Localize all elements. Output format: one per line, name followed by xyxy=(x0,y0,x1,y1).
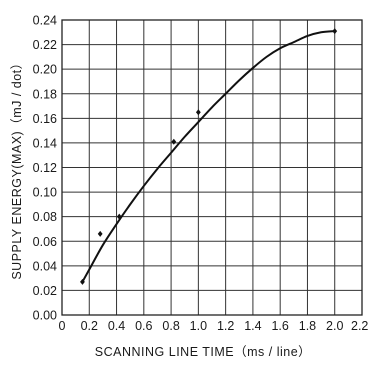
fitted-curve xyxy=(81,30,335,283)
x-tick-label: 0 xyxy=(59,319,66,333)
curve-layer xyxy=(81,30,335,283)
y-tick-label: 0.20 xyxy=(33,63,57,77)
points-layer xyxy=(80,28,338,285)
y-tick-label: 0.14 xyxy=(33,136,57,150)
data-point xyxy=(195,109,201,116)
x-tick-label: 0.6 xyxy=(135,319,152,333)
x-axis-title: SCANNING LINE TIME（ms / line） xyxy=(95,345,311,359)
data-point xyxy=(80,278,85,285)
y-tick-label: 0.22 xyxy=(33,38,57,52)
x-tick-label: 1.6 xyxy=(271,319,288,333)
data-point xyxy=(332,28,338,35)
y-tick-label: 0.12 xyxy=(33,161,57,175)
x-tick-label: 0.2 xyxy=(81,319,98,333)
y-tick-label: 0.00 xyxy=(33,309,57,323)
data-point xyxy=(97,230,103,237)
y-tick-label: 0.08 xyxy=(33,210,57,224)
x-tick-labels: 0 0.2 0.4 0.6 0.8 1.0 1.2 1.4 1.6 1.8 2.0 2.2 xyxy=(59,319,369,333)
y-tick-label: 0.24 xyxy=(33,14,57,28)
y-tick-label: 0.04 xyxy=(33,259,57,273)
y-tick-label: 0.16 xyxy=(33,112,57,126)
x-tick-label: 2.2 xyxy=(351,319,368,333)
data-point xyxy=(171,138,177,145)
x-tick-label: 0.8 xyxy=(162,319,179,333)
y-tick-labels: 0.00 0.02 0.04 0.06 0.08 0.10 0.12 0.14 0.16 0.18… xyxy=(33,14,57,323)
x-tick-label: 2.0 xyxy=(326,319,343,333)
x-tick-label: 1.4 xyxy=(244,319,261,333)
x-tick-label: 1.0 xyxy=(190,319,207,333)
x-tick-label: 0.4 xyxy=(108,319,125,333)
grid xyxy=(61,19,363,316)
y-tick-label: 0.10 xyxy=(33,186,57,200)
y-axis-title: SUPPLY ENERGY(MAX)（mJ / dot） xyxy=(10,56,24,279)
x-tick-label: 1.2 xyxy=(217,319,234,333)
data-point xyxy=(116,213,122,220)
plot-frame xyxy=(61,19,363,316)
y-tick-label: 0.02 xyxy=(33,284,57,298)
y-tick-label: 0.06 xyxy=(33,235,57,249)
x-tick-label: 1.8 xyxy=(299,319,316,333)
y-tick-label: 0.18 xyxy=(33,87,57,101)
